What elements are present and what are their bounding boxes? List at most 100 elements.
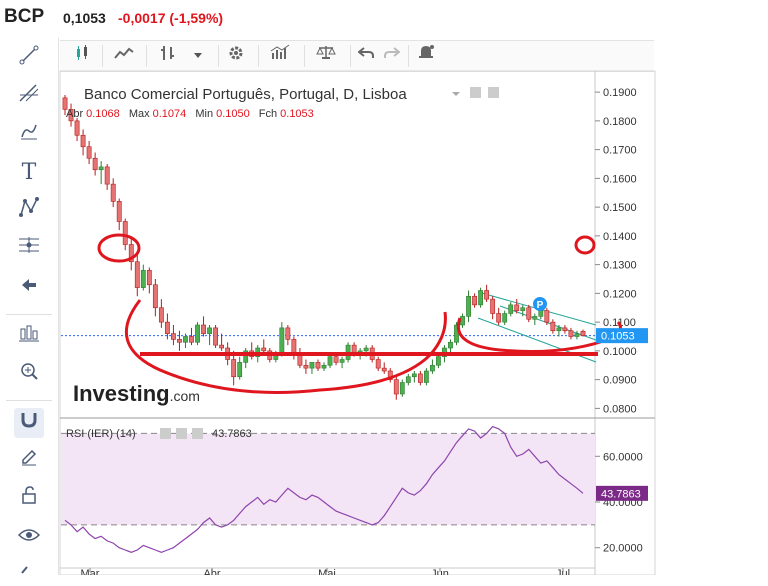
candlestick-series (62, 95, 586, 400)
candle (484, 284, 490, 302)
candle-body (92, 157, 98, 171)
text-tool-icon[interactable]: T (21, 160, 37, 185)
candle (177, 330, 182, 351)
event-marker[interactable] (533, 297, 547, 311)
candle (562, 325, 568, 334)
price-tick-label: 0.1300 (603, 260, 637, 272)
candle (74, 118, 80, 141)
scale-icon[interactable] (312, 44, 340, 68)
candle (496, 307, 502, 325)
candle-body (538, 310, 544, 317)
candle (514, 299, 520, 314)
candle (152, 279, 158, 317)
candle-body (68, 109, 74, 122)
candle-body (568, 330, 574, 337)
alert-bell-icon[interactable] (412, 44, 440, 68)
candle (532, 313, 538, 325)
candle-body (86, 146, 92, 159)
quote-header: BCP 0,1053 -0,0017 (-1,59%) (0, 0, 768, 38)
zoom-in-icon[interactable] (14, 360, 44, 390)
measure-tool-icon[interactable] (14, 234, 44, 264)
rsi-settings-icon[interactable] (176, 428, 187, 439)
rsi-close-icon[interactable] (192, 428, 203, 439)
candle-body (430, 364, 435, 372)
legend-dropdown-icon[interactable] (452, 92, 460, 96)
price-axis: 0.1900 0.1800 0.1700 0.1600 0.1500 0.1400 0.13… (595, 87, 637, 415)
candle-body (62, 97, 68, 110)
settings-gear-icon[interactable] (222, 44, 250, 68)
candle (219, 333, 225, 351)
rsi-band (61, 433, 595, 525)
candle (556, 325, 562, 337)
pattern-tool-icon[interactable] (14, 196, 44, 226)
candle-body (213, 327, 218, 346)
fib-tool-icon[interactable] (14, 82, 44, 112)
dropdown-arrow-icon[interactable] (184, 44, 212, 68)
candle (285, 325, 291, 346)
brush-icon[interactable] (14, 120, 44, 150)
candles-icon[interactable] (68, 44, 96, 68)
price-tick-label: 0.1800 (603, 116, 637, 128)
candle-body (164, 321, 170, 334)
mountain-chart-icon[interactable] (110, 44, 138, 68)
chart-legend: Banco Comercial Português, Portugal, D, … (66, 86, 499, 440)
candle (520, 304, 526, 317)
time-tick-label: Mar (81, 568, 100, 575)
candle-body (134, 261, 140, 288)
back-arrow-icon[interactable] (14, 274, 44, 304)
candle-body (544, 310, 550, 323)
candle-body (466, 295, 471, 317)
candle-body (490, 298, 496, 314)
candle-body (80, 134, 86, 148)
chart-frame (59, 70, 656, 575)
ohlc-readout: Abr 0.1068 Max 0.1074 Min 0.1050 Fch 0.1053 (66, 108, 314, 120)
candle (466, 290, 471, 323)
rsi-readout: 43.7863 (212, 428, 252, 440)
candle-body (556, 327, 562, 332)
chart-title: Banco Comercial Português, Portugal, D, … (84, 86, 407, 103)
candle (423, 368, 429, 386)
candle (195, 322, 200, 346)
legend-visibility-icon[interactable] (470, 87, 481, 98)
indicators-icon[interactable] (266, 44, 294, 68)
magnet-icon[interactable] (14, 408, 44, 438)
candle (309, 362, 315, 374)
legend-settings-icon[interactable] (488, 87, 499, 98)
candle (189, 327, 194, 346)
trendline-icon[interactable] (14, 44, 44, 74)
candle (508, 302, 514, 317)
candle (80, 129, 86, 156)
candle (207, 325, 212, 346)
rsi-value-label: 43.7863 (596, 485, 648, 501)
candle-body (279, 327, 285, 355)
eye-icon[interactable] (14, 522, 44, 552)
redo-icon[interactable] (378, 44, 406, 68)
price-tick-label: 0.0800 (603, 403, 637, 415)
unlock-icon[interactable] (14, 484, 44, 514)
candle (399, 379, 405, 397)
chart-type-icon[interactable] (14, 322, 44, 352)
candle-body (189, 336, 194, 343)
lock-edit-icon[interactable] (14, 446, 44, 476)
candle-body (261, 347, 267, 352)
candle (279, 322, 285, 357)
candle-body (472, 295, 477, 306)
candle (472, 293, 477, 308)
bars-icon[interactable] (154, 44, 182, 68)
candle (580, 329, 586, 337)
candle-body (411, 373, 417, 378)
candle-body (207, 327, 212, 334)
candle-body (484, 290, 490, 300)
candle-body (399, 382, 405, 395)
candle-body (520, 307, 526, 311)
candle (249, 342, 255, 360)
time-tick-label: Abr (203, 568, 220, 575)
candle-body (152, 284, 158, 309)
candle (393, 376, 399, 400)
rsi-visibility-icon[interactable] (160, 428, 171, 439)
undo-icon[interactable] (352, 44, 380, 68)
candle (237, 356, 243, 380)
price-tick-label: 0.1900 (603, 87, 637, 99)
link-icon[interactable] (14, 556, 44, 586)
